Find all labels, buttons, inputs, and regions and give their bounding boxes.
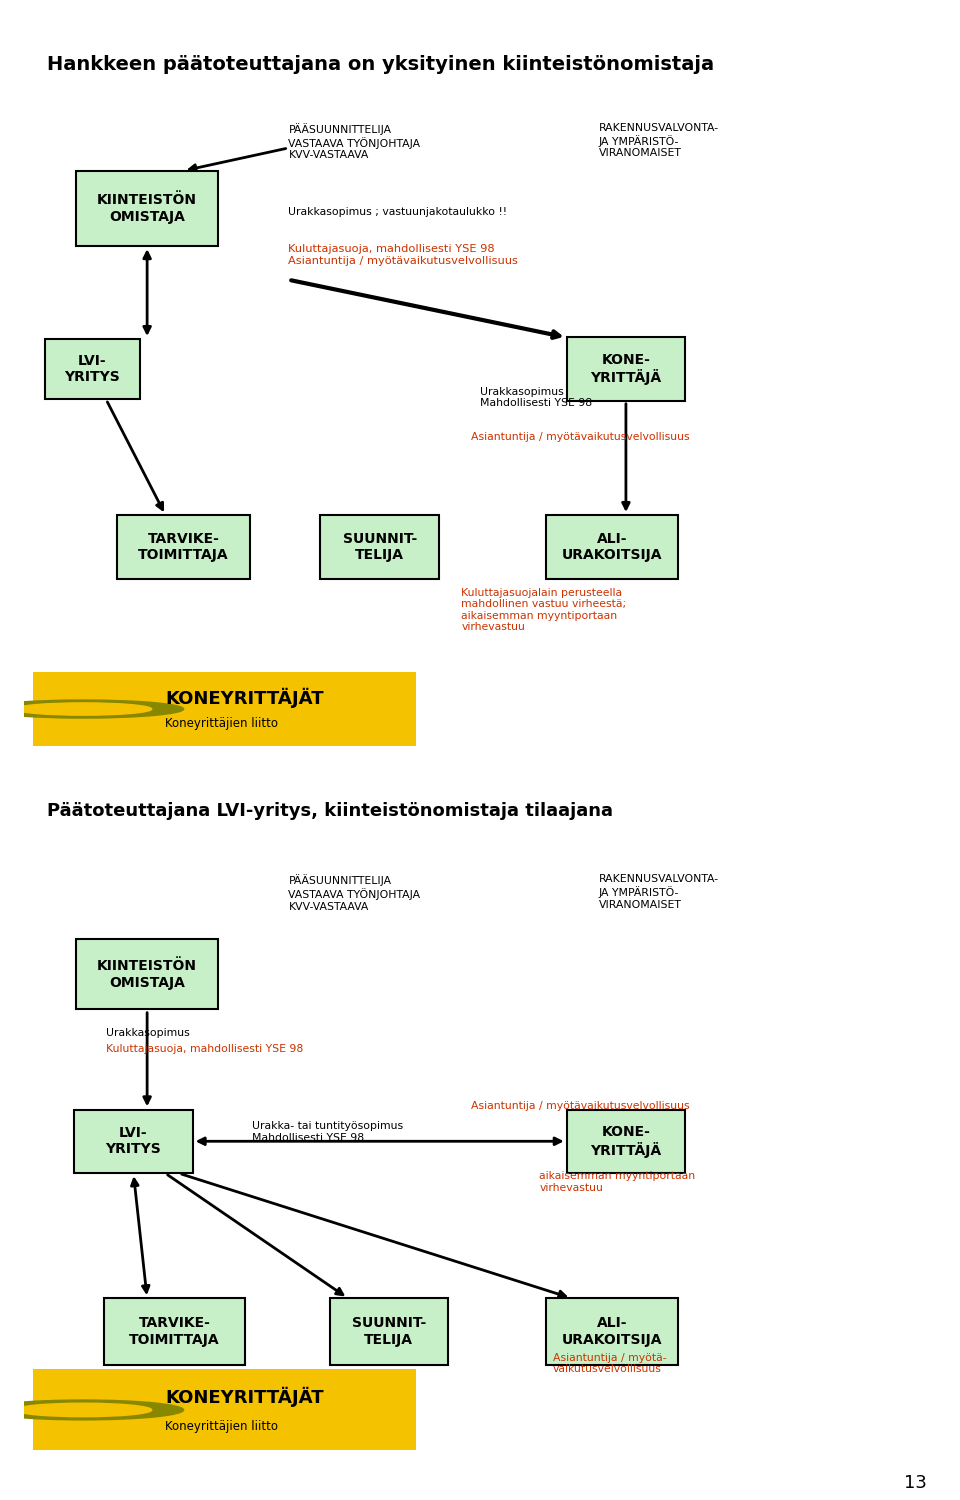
Text: TARVIKE-
TOIMITTAJA: TARVIKE- TOIMITTAJA xyxy=(130,1317,220,1347)
FancyBboxPatch shape xyxy=(77,939,218,1010)
Text: KIINTEISTÖN
OMISTAJA: KIINTEISTÖN OMISTAJA xyxy=(97,194,197,224)
Text: aikaisemman myyntiportaan
virhevastuu: aikaisemman myyntiportaan virhevastuu xyxy=(540,1172,695,1192)
Text: Kuluttajasuojalain perusteella
mahdollinen vastuu virheestä;
aikaisemman myyntip: Kuluttajasuojalain perusteella mahdollin… xyxy=(461,588,627,633)
FancyBboxPatch shape xyxy=(33,672,416,746)
Text: SUUNNIT-
TELIJA: SUUNNIT- TELIJA xyxy=(351,1317,426,1347)
Text: LVI-
YRITYS: LVI- YRITYS xyxy=(106,1126,161,1156)
FancyBboxPatch shape xyxy=(566,338,685,400)
Text: LVI-
YRITYS: LVI- YRITYS xyxy=(64,354,120,384)
FancyBboxPatch shape xyxy=(546,1298,679,1365)
Text: RAKENNUSVALVONTA-
JA YMPÄRISTÖ-
VIRANOMAISET: RAKENNUSVALVONTA- JA YMPÄRISTÖ- VIRANOMA… xyxy=(599,874,719,910)
Text: PÄÄSUUNNITTELIJA
VASTAAVA TYÖNJOHTAJA
KVV-VASTAAVA: PÄÄSUUNNITTELIJA VASTAAVA TYÖNJOHTAJA KV… xyxy=(288,874,420,912)
Text: KONEYRITTÄJÄT: KONEYRITTÄJÄT xyxy=(165,1388,324,1407)
FancyBboxPatch shape xyxy=(104,1298,245,1365)
Text: KIINTEISTÖN
OMISTAJA: KIINTEISTÖN OMISTAJA xyxy=(97,960,197,990)
Text: Hankkeen päätoteuttajana on yksityinen kiinteistönomistaja: Hankkeen päätoteuttajana on yksityinen k… xyxy=(47,56,714,75)
Text: Koneyrittäjien liitto: Koneyrittäjien liitto xyxy=(165,1419,278,1432)
Text: Kuluttajasuoja, mahdollisesti YSE 98
Asiantuntija / myötävaikutusvelvollisuus: Kuluttajasuoja, mahdollisesti YSE 98 Asi… xyxy=(288,244,518,266)
Text: KONE-
YRITTÄJÄ: KONE- YRITTÄJÄ xyxy=(590,1125,661,1158)
FancyBboxPatch shape xyxy=(329,1298,448,1365)
FancyBboxPatch shape xyxy=(546,514,679,579)
Circle shape xyxy=(0,700,183,718)
Text: ALI-
URAKOITSIJA: ALI- URAKOITSIJA xyxy=(562,532,662,562)
FancyBboxPatch shape xyxy=(44,339,140,399)
Text: Asiantuntija / myötävaikutusvelvollisuus: Asiantuntija / myötävaikutusvelvollisuus xyxy=(470,432,689,441)
Text: 13: 13 xyxy=(903,1474,926,1492)
Text: Urakka- tai tuntityösopimus
Mahdollisesti YSE 98: Urakka- tai tuntityösopimus Mahdollisest… xyxy=(252,1122,403,1143)
Circle shape xyxy=(15,1402,152,1416)
Text: Urakkasopimus: Urakkasopimus xyxy=(106,1028,190,1038)
Circle shape xyxy=(0,1400,183,1420)
Text: Päätoteuttajana LVI-yritys, kiinteistönomistaja tilaajana: Päätoteuttajana LVI-yritys, kiinteistöno… xyxy=(47,802,612,820)
Text: SUUNNIT-
TELIJA: SUUNNIT- TELIJA xyxy=(343,532,417,562)
Text: Kuluttajasuoja, mahdollisesti YSE 98: Kuluttajasuoja, mahdollisesti YSE 98 xyxy=(106,1044,303,1054)
FancyBboxPatch shape xyxy=(77,171,218,246)
Text: Urakkasopimus
Mahdollisesti YSE 98: Urakkasopimus Mahdollisesti YSE 98 xyxy=(480,387,592,408)
Text: Asiantuntija / myötä-
vaikutusvelvollisuus: Asiantuntija / myötä- vaikutusvelvollisu… xyxy=(553,1353,666,1374)
FancyBboxPatch shape xyxy=(74,1110,193,1173)
FancyBboxPatch shape xyxy=(566,1110,685,1173)
Text: Koneyrittäjien liitto: Koneyrittäjien liitto xyxy=(165,717,278,730)
Text: TARVIKE-
TOIMITTAJA: TARVIKE- TOIMITTAJA xyxy=(138,532,228,562)
FancyBboxPatch shape xyxy=(33,1370,416,1450)
Text: KONEYRITTÄJÄT: KONEYRITTÄJÄT xyxy=(165,687,324,708)
Text: Asiantuntija / myötävaikutusvelvollisuus: Asiantuntija / myötävaikutusvelvollisuus xyxy=(470,1101,689,1112)
FancyBboxPatch shape xyxy=(321,514,439,579)
Text: PÄÄSUUNNITTELIJA
VASTAAVA TYÖNJOHTAJA
KVV-VASTAAVA: PÄÄSUUNNITTELIJA VASTAAVA TYÖNJOHTAJA KV… xyxy=(288,123,420,160)
Text: KONE-
YRITTÄJÄ: KONE- YRITTÄJÄ xyxy=(590,352,661,386)
Text: RAKENNUSVALVONTA-
JA YMPÄRISTÖ-
VIRANOMAISET: RAKENNUSVALVONTA- JA YMPÄRISTÖ- VIRANOMA… xyxy=(599,123,719,159)
FancyBboxPatch shape xyxy=(117,514,250,579)
Text: ALI-
URAKOITSIJA: ALI- URAKOITSIJA xyxy=(562,1317,662,1347)
Text: Urakkasopimus ; vastuunjakotaulukko !!: Urakkasopimus ; vastuunjakotaulukko !! xyxy=(288,207,508,218)
Circle shape xyxy=(15,704,152,716)
